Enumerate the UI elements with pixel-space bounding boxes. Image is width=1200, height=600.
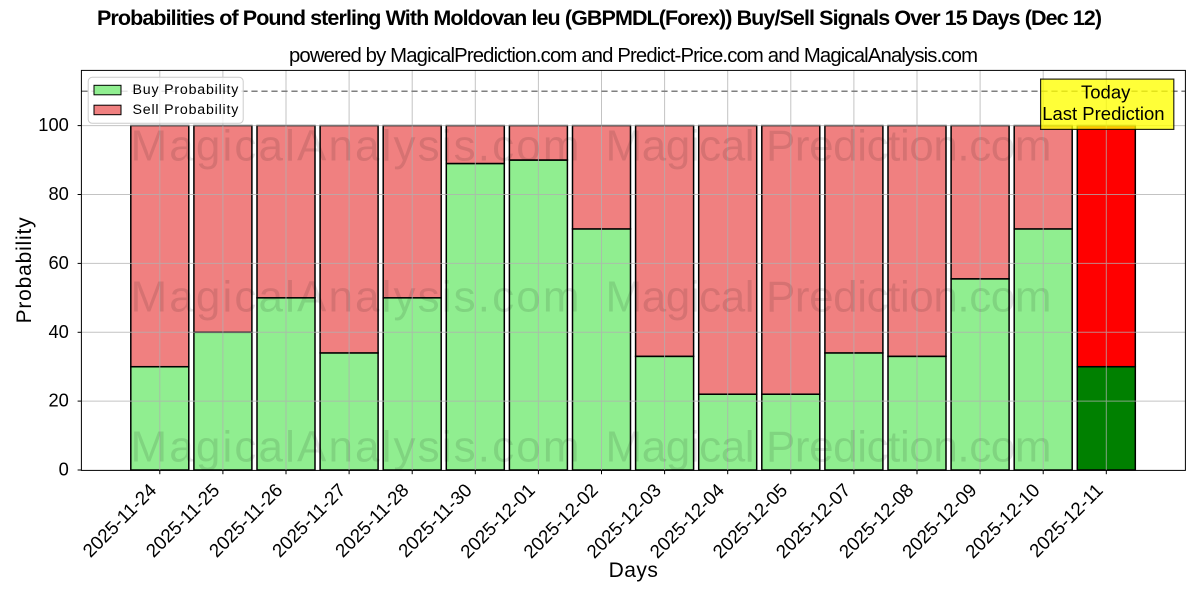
svg-text:Days: Days	[609, 559, 659, 582]
svg-text:80: 80	[48, 183, 68, 204]
svg-text:40: 40	[48, 321, 68, 342]
svg-text:powered by MagicalPrediction.c: powered by MagicalPrediction.com and Pre…	[289, 45, 978, 67]
svg-text:Buy Probability: Buy Probability	[133, 82, 240, 98]
svg-text:0: 0	[59, 459, 69, 480]
svg-text:Magical Prediction.com: Magical Prediction.com	[606, 273, 1052, 322]
svg-text:Magical Prediction.com: Magical Prediction.com	[606, 122, 1052, 171]
svg-text:Sell Probability: Sell Probability	[133, 102, 240, 118]
svg-text:MagicalAnalysis.com: MagicalAnalysis.com	[131, 273, 580, 322]
svg-text:Today: Today	[1081, 81, 1131, 102]
svg-text:Probabilities of Pound sterlin: Probabilities of Pound sterling With Mol…	[97, 6, 1102, 30]
svg-text:Probability: Probability	[13, 217, 36, 324]
svg-text:60: 60	[48, 252, 68, 273]
svg-text:Last Prediction: Last Prediction	[1042, 103, 1164, 124]
svg-text:100: 100	[38, 114, 69, 135]
svg-text:Magical Prediction.com: Magical Prediction.com	[606, 423, 1052, 472]
svg-text:20: 20	[48, 390, 68, 411]
svg-text:MagicalAnalysis.com: MagicalAnalysis.com	[131, 122, 580, 171]
svg-text:MagicalAnalysis.com: MagicalAnalysis.com	[131, 423, 580, 472]
